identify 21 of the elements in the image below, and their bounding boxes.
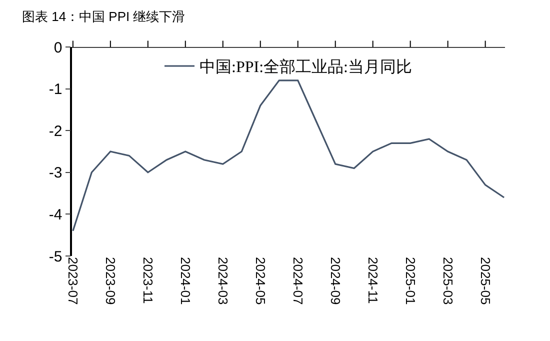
legend-label: 中国:PPI:全部工业品:当月同比 — [200, 58, 412, 76]
x-tick-label: 2025-03 — [440, 257, 456, 305]
y-tick-label: -4 — [48, 206, 62, 224]
y-tick-label: 0 — [54, 39, 62, 56]
x-tick-label: 2025-01 — [403, 257, 418, 305]
line-series — [72, 80, 505, 232]
x-tick-label: 2023-11 — [140, 257, 156, 304]
x-tick-label: 2024-09 — [328, 257, 344, 305]
y-tick-label: -5 — [48, 248, 62, 266]
x-tick-label: 2025-05 — [478, 257, 494, 305]
x-tick-label: 2024-05 — [253, 257, 268, 305]
y-tick-label: -1 — [48, 81, 62, 98]
x-tick-label: 2024-03 — [216, 257, 231, 305]
y-tick-label: -2 — [48, 122, 62, 140]
x-tick-label: 2023-09 — [103, 257, 118, 305]
x-tick-label: 2024-01 — [178, 257, 194, 305]
y-tick-label: -3 — [48, 164, 62, 182]
x-tick-label: 2024-07 — [290, 257, 306, 305]
chart-title: 图表 14：中国 PPI 继续下滑 — [22, 9, 186, 24]
x-tick-label: 2024-11 — [366, 257, 381, 304]
x-tick-label: 2023-07 — [66, 257, 81, 305]
